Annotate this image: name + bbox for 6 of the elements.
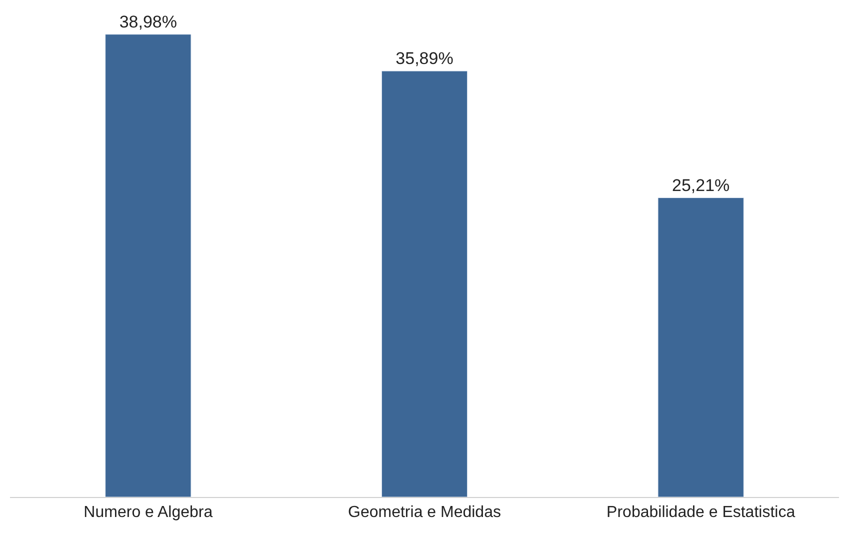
data-label: 35,89% [396, 49, 454, 68]
x-tick-label: Numero e Algebra [84, 504, 213, 522]
x-tick-label: Probabilidade e Estatistica [606, 504, 796, 522]
data-label: 25,21% [672, 176, 730, 195]
data-label: 38,98% [119, 12, 178, 32]
x-tick-label: Geometria e Medidas [348, 504, 501, 522]
